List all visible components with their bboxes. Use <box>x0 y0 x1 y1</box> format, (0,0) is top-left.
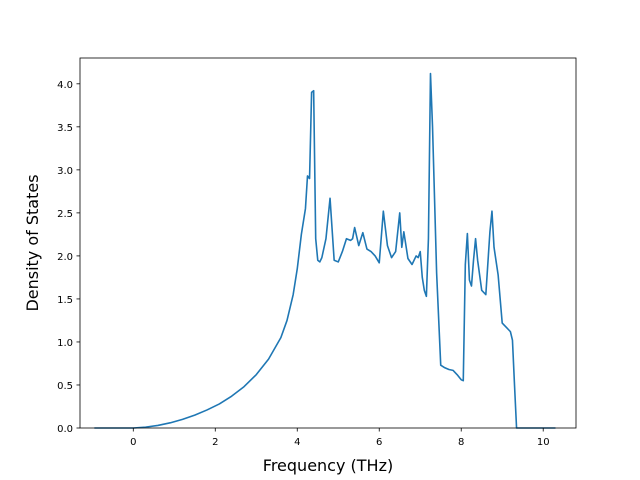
x-tick-label: 6 <box>376 437 382 448</box>
plot-area <box>94 72 556 429</box>
y-tick-label: 1.5 <box>57 295 73 306</box>
x-axis-label: Frequency (THz) <box>263 456 393 475</box>
x-tick-label: 8 <box>458 437 464 448</box>
y-tick-label: 0.5 <box>57 381 73 392</box>
x-tick-label: 4 <box>294 437 300 448</box>
y-tick-label: 4.0 <box>57 80 73 91</box>
y-tick-label: 2.0 <box>57 252 73 263</box>
y-tick-label: 1.0 <box>57 338 73 349</box>
x-tick-label: 10 <box>537 437 550 448</box>
y-tick-label: 2.5 <box>57 209 73 220</box>
x-tick-label: 2 <box>212 437 218 448</box>
y-tick-label: 3.0 <box>57 166 73 177</box>
x-axis: 0 2 4 6 8 10 <box>130 428 550 448</box>
axes-frame <box>79 57 577 429</box>
y-axis-label: Density of States <box>23 174 42 311</box>
dos-series-line <box>94 72 556 429</box>
x-tick-label: 0 <box>130 437 136 448</box>
y-tick-label: 0.0 <box>57 424 73 435</box>
y-tick-label: 3.5 <box>57 123 73 134</box>
y-axis: 0.0 0.5 1.0 1.5 2.0 2.5 3.0 3.5 4.0 <box>57 80 80 435</box>
